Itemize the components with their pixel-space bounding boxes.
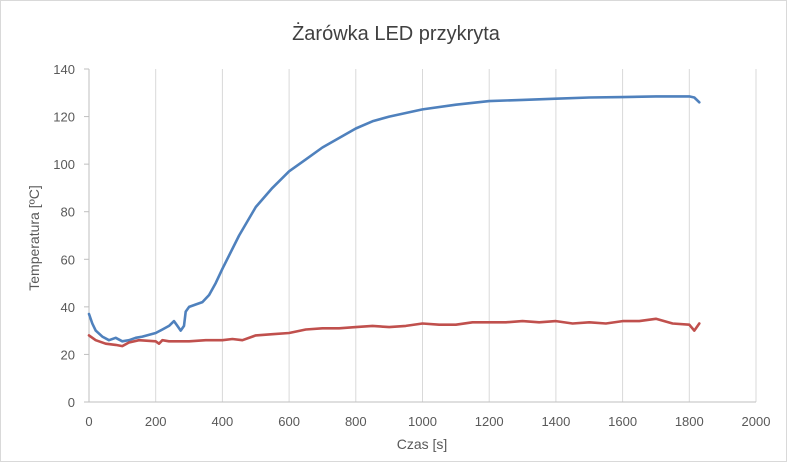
- axes: [88, 69, 756, 403]
- x-tick-label-1400: 1400: [541, 414, 570, 429]
- y-tick-label-0: 0: [68, 395, 75, 410]
- x-tick-label-400: 400: [212, 414, 234, 429]
- y-tick-label-80: 80: [61, 205, 75, 220]
- y-tick-label-120: 120: [53, 110, 75, 125]
- y-axis-label: Temperatura [ºC]: [26, 185, 42, 291]
- y-tick-label-20: 20: [61, 347, 75, 362]
- x-axis-label: Czas [s]: [397, 436, 448, 452]
- x-tick-label-1600: 1600: [608, 414, 637, 429]
- x-tick-label-1800: 1800: [675, 414, 704, 429]
- chart-border: [0, 0, 787, 462]
- x-tick-label-200: 200: [145, 414, 167, 429]
- x-tick-label-2000: 2000: [742, 414, 771, 429]
- gridlines: [155, 69, 757, 402]
- x-tick-label-1200: 1200: [475, 414, 504, 429]
- series-group: [87, 95, 701, 348]
- y-tick-label-140: 140: [53, 62, 75, 77]
- y-tick-label-60: 60: [61, 252, 75, 267]
- series-line-2: [87, 317, 701, 348]
- y-tick-label-40: 40: [61, 300, 75, 315]
- x-tick-label-800: 800: [345, 414, 367, 429]
- x-tick-label-1000: 1000: [408, 414, 437, 429]
- x-tick-label-0: 0: [85, 414, 92, 429]
- chart-title: Żarówka LED przykryta: [292, 22, 501, 45]
- y-axis-ticks: 0 20 40 60 80 100 120 140: [53, 62, 89, 410]
- x-axis-ticks: 0 200 400 600 800 1000 1200 1400 1600 1800 2000: [85, 414, 770, 429]
- series-line-1: [87, 95, 701, 343]
- y-tick-label-100: 100: [53, 157, 75, 172]
- x-tick-label-600: 600: [278, 414, 300, 429]
